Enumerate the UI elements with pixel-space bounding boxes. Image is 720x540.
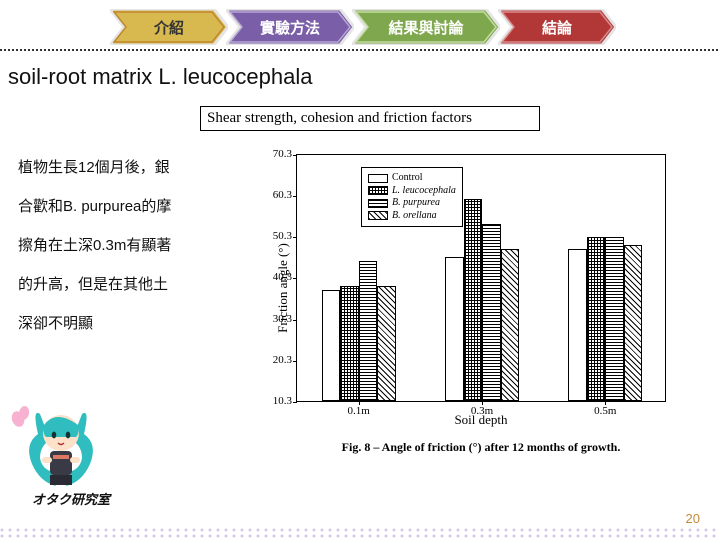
body-text: 植物生長12個月後，銀合歡和B. purpurea的摩擦角在土深0.3m有顯著的…	[18, 148, 208, 343]
mascot-icon	[6, 399, 116, 489]
bar	[482, 224, 501, 401]
nav-tab-2[interactable]: 結果與討論	[352, 9, 500, 45]
nav-tab-3[interactable]: 結論	[498, 9, 616, 45]
x-tick-mark	[359, 401, 360, 405]
x-axis-title: Soil depth	[296, 412, 666, 428]
bar	[322, 290, 341, 401]
bar	[359, 261, 378, 401]
legend-label: Control	[392, 172, 423, 185]
nav-tabs: 介紹 實驗方法 結果與討論 結論	[0, 6, 720, 48]
legend-label: B. orellana	[392, 210, 437, 223]
chart-legend: ControlL. leucocephalaB. purpureaB. orel…	[361, 167, 463, 227]
legend-item: B. orellana	[368, 210, 456, 223]
legend-label: L. leucocephala	[392, 185, 456, 198]
legend-item: B. purpurea	[368, 197, 456, 210]
legend-item: Control	[368, 172, 456, 185]
y-tick-label: 60.3	[273, 189, 296, 201]
bar	[501, 249, 520, 401]
friction-chart: Friction angle (°) ControlL. leucocephal…	[240, 148, 680, 478]
nav-tab-label: 結果與討論	[388, 17, 463, 38]
lab-logo-caption: オタク研究室	[6, 489, 136, 508]
nav-tab-label: 結論	[542, 17, 572, 38]
plot-area: ControlL. leucocephalaB. purpureaB. orel…	[296, 154, 666, 402]
body-line: 植物生長12個月後，銀	[18, 148, 208, 187]
footer-decoration	[0, 528, 720, 540]
bar	[587, 237, 606, 402]
nav-tab-1[interactable]: 實驗方法	[226, 9, 354, 45]
y-tick-label: 70.3	[273, 148, 296, 160]
nav-tab-label: 介紹	[154, 17, 184, 38]
bar	[377, 286, 396, 401]
bar	[340, 286, 359, 401]
nav-tab-0[interactable]: 介紹	[110, 9, 228, 45]
lab-logo: オタク研究室	[6, 399, 136, 508]
nav-tab-label: 實驗方法	[260, 17, 320, 38]
body-line: 的升高，但是在其他土	[18, 265, 208, 304]
legend-swatch	[368, 199, 388, 208]
legend-swatch	[368, 174, 388, 183]
y-tick-label: 10.3	[273, 395, 296, 407]
x-tick-mark	[605, 401, 606, 405]
legend-swatch	[368, 211, 388, 220]
body-line: 合歡和B. purpurea的摩	[18, 187, 208, 226]
nav-underline	[0, 48, 720, 52]
figure-caption: Fig. 8 – Angle of friction (°) after 12 …	[296, 440, 666, 455]
bar	[624, 245, 643, 401]
body-line: 深卻不明顯	[18, 304, 208, 343]
shear-strength-caption: Shear strength, cohesion and friction fa…	[200, 106, 540, 131]
legend-item: L. leucocephala	[368, 185, 456, 198]
y-tick-label: 30.3	[273, 313, 296, 325]
page-number: 20	[686, 511, 700, 526]
body-line: 擦角在土深0.3m有顯著	[18, 226, 208, 265]
bar	[464, 199, 483, 401]
legend-label: B. purpurea	[392, 197, 440, 210]
x-tick-mark	[482, 401, 483, 405]
y-tick-label: 40.3	[273, 271, 296, 283]
page-title: soil-root matrix L. leucocephala	[8, 64, 312, 90]
legend-swatch	[368, 186, 388, 195]
y-tick-label: 50.3	[273, 230, 296, 242]
bar	[445, 257, 464, 401]
bar	[568, 249, 587, 401]
bar	[605, 237, 624, 402]
y-tick-label: 20.3	[273, 354, 296, 366]
